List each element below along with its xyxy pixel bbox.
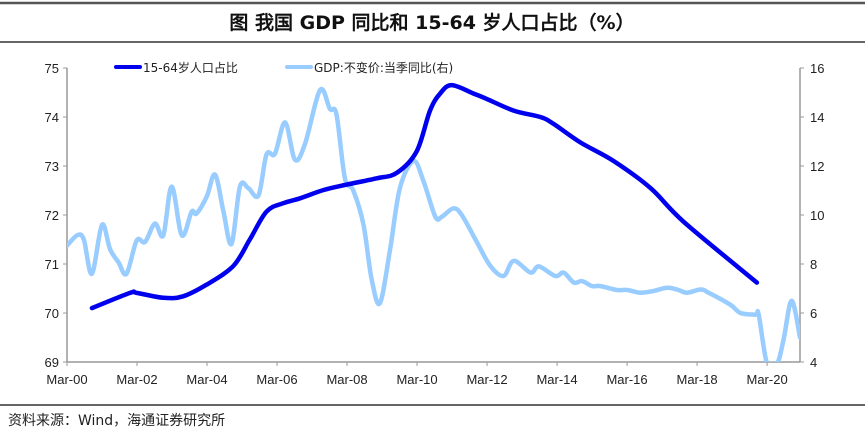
y-left-tick-label: 74	[45, 110, 59, 125]
x-tick-label: Mar-10	[396, 372, 437, 387]
x-tick-label: Mar-02	[116, 372, 157, 387]
x-tick-label: Mar-16	[606, 372, 647, 387]
plot-lines	[67, 82, 800, 362]
legend-label-gdp: GDP:不变价:当季同比(右)	[314, 60, 453, 75]
series-line-gdp-yoy	[67, 86, 800, 362]
y-left-tick-label: 69	[45, 355, 59, 370]
y-right-tick-label: 4	[810, 355, 817, 370]
series-line-population-share	[89, 82, 760, 311]
y-left-tick-label: 70	[45, 306, 59, 321]
x-tick-label: Mar-08	[326, 372, 367, 387]
y-left-tick-label: 72	[45, 208, 59, 223]
y-left-tick-label: 73	[45, 159, 59, 174]
legend-label-population: 15-64岁人口占比	[143, 60, 238, 75]
y-right-tick-label: 14	[810, 110, 824, 125]
y-right-tick-label: 16	[810, 61, 824, 76]
y-right-tick-label: 10	[810, 208, 824, 223]
x-tick-label: Mar-18	[676, 372, 717, 387]
y-right-tick-label: 8	[810, 257, 817, 272]
x-tick-label: Mar-04	[186, 372, 227, 387]
source-note: 资料来源：Wind，海通证券研究所	[8, 413, 225, 429]
x-tick-label: Mar-06	[256, 372, 297, 387]
y-right-tick-label: 12	[810, 159, 824, 174]
chart-title: 图 我国 GDP 同比和 15-64 岁人口占比（%）	[229, 11, 634, 34]
x-tick-label: Mar-20	[747, 372, 788, 387]
y-left-tick-label: 75	[45, 61, 59, 76]
legend: 15-64岁人口占比 GDP:不变价:当季同比(右)	[114, 60, 453, 75]
x-tick-label: Mar-14	[536, 372, 577, 387]
y-right-tick-label: 6	[810, 306, 817, 321]
x-tick-label: Mar-12	[466, 372, 507, 387]
axes: 69 70 71 72 73 74 75 4 6 8 10 12 14 16 Mar-00 Mar-02 Mar…	[45, 61, 825, 387]
y-left-tick-label: 71	[45, 257, 59, 272]
x-tick-label: Mar-00	[46, 372, 87, 387]
